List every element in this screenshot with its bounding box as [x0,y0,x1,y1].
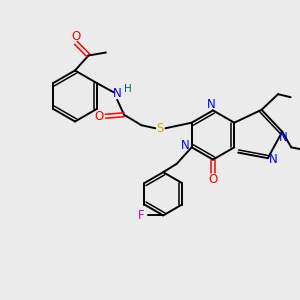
Text: N: N [207,98,216,111]
Text: H: H [124,84,132,94]
Text: N: N [279,130,288,144]
Text: F: F [138,209,145,222]
Text: N: N [269,153,278,166]
Text: S: S [156,122,164,135]
Text: N: N [113,87,122,100]
Text: N: N [181,139,190,152]
Text: O: O [208,173,217,186]
Text: O: O [94,110,104,123]
Text: O: O [71,30,80,44]
